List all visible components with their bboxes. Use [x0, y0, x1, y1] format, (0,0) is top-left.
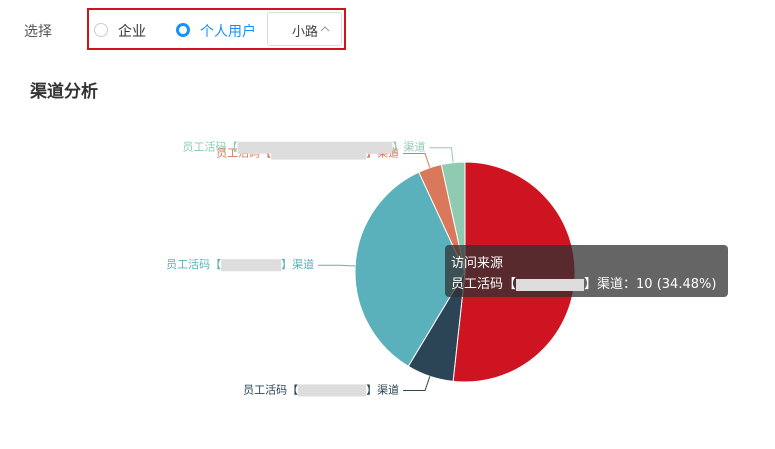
radio-unchecked[interactable]	[94, 23, 108, 37]
redaction	[516, 278, 585, 291]
section-title: 渠道分析	[30, 82, 98, 102]
slice-label: 】渠道 员工活码【	[243, 382, 399, 397]
label-text: 员工活码【	[243, 383, 298, 396]
redaction	[298, 384, 367, 397]
label-text: 员工活码【	[182, 141, 237, 154]
label-text: 】渠道	[392, 140, 425, 154]
tooltip-text: 员工活码【	[451, 277, 517, 292]
radio-label[interactable]: 个人用户	[200, 24, 256, 40]
tooltip: 访问来源 员工活码【 】渠道：10 (34.48%)	[445, 245, 728, 297]
pie-slice	[440, 161, 466, 273]
filter-label: 选择	[24, 24, 52, 40]
slice-label: 】渠道 员工活码【	[166, 257, 314, 272]
select-value: 小路	[292, 25, 319, 40]
tooltip-line: 员工活码【 】渠道：10 (34.48%)	[451, 273, 716, 292]
label-line	[429, 147, 454, 163]
chevron	[320, 26, 330, 32]
filter-box	[87, 8, 346, 50]
select-box[interactable]: 小路	[267, 12, 342, 46]
slice-label: 】渠道 员工活码【	[182, 140, 425, 154]
label-line	[403, 153, 431, 168]
tooltip-text: 】渠道：	[584, 277, 637, 292]
label-line	[403, 376, 431, 391]
tooltip-value: 10 (34.48%)	[636, 277, 717, 292]
label-line	[318, 264, 356, 267]
pie-slice	[354, 171, 466, 367]
redaction	[221, 259, 282, 272]
label-text: 】渠道	[281, 257, 314, 271]
label-text: 员工活码【	[166, 258, 221, 271]
label-text: 】渠道	[366, 382, 399, 396]
tooltip-title: 访问来源	[451, 256, 504, 271]
radio-label[interactable]: 企业	[118, 24, 146, 40]
redaction	[237, 141, 393, 154]
radio-checked[interactable]	[176, 23, 190, 37]
